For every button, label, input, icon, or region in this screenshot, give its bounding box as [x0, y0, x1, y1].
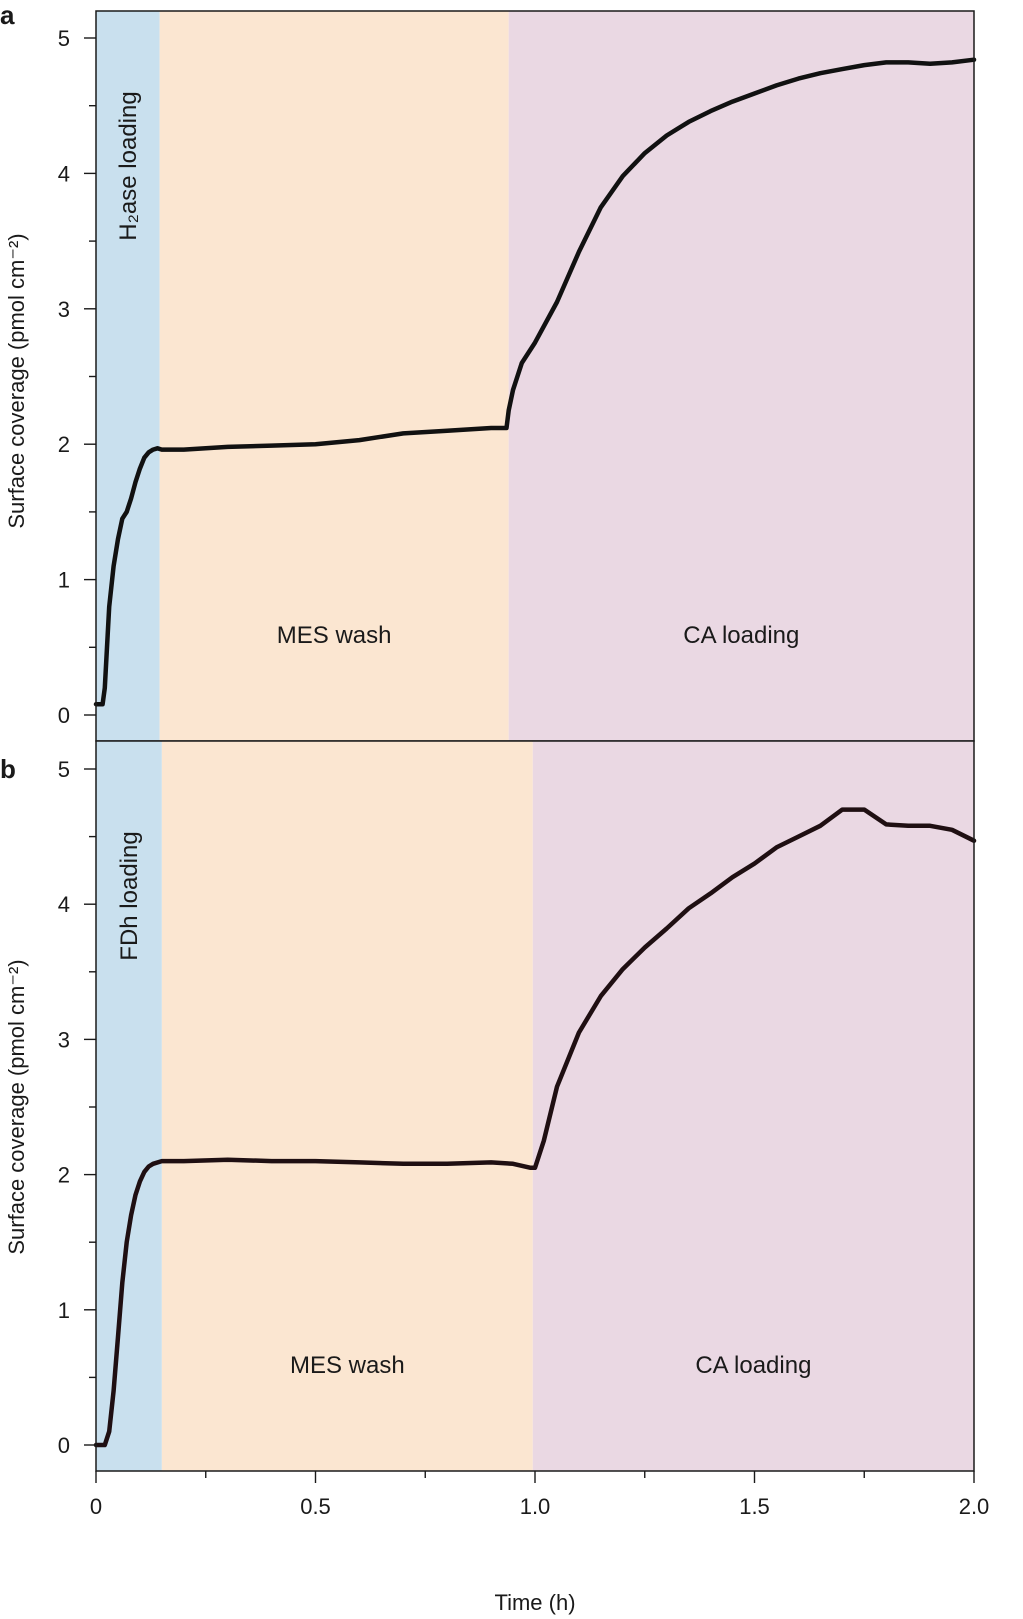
y-tick-label: 0 [58, 703, 70, 728]
y-tick-label: 5 [58, 26, 70, 51]
x-tick-label: 2.0 [959, 1494, 990, 1519]
panel-b: FDh loading MES wash CA loading 0 1 2 3 4 5 Surfa… [4, 740, 990, 1615]
y-tick-label: 0 [58, 1433, 70, 1458]
x-tick-label: 0 [90, 1494, 102, 1519]
region-1-label: FDh loading [116, 831, 143, 960]
panel-a: H₂ase loading MES wash CA loading 0 1 2 3 4 5 Sur… [4, 10, 977, 742]
y-tick-label: 2 [58, 1163, 70, 1188]
x-tick-label: 1.5 [739, 1494, 770, 1519]
y-tick-label: 3 [58, 297, 70, 322]
y-tick-label: 4 [58, 161, 70, 186]
region-2-label: MES wash [290, 1352, 405, 1379]
region-2-band [159, 11, 509, 741]
y-tick-label: 5 [58, 757, 70, 782]
y-tick-label: 2 [58, 432, 70, 457]
region-3-label: CA loading [695, 1352, 811, 1379]
region-3-band [508, 11, 974, 741]
y-tick-label: 1 [58, 568, 70, 593]
x-axis-label: Time (h) [494, 1590, 575, 1615]
y-tick-label: 4 [58, 892, 70, 917]
y-tick-label: 1 [58, 1298, 70, 1323]
region-1-label: H₂ase loading [115, 91, 142, 240]
region-2-label: MES wash [277, 622, 392, 649]
panel-letter-a: a [0, 0, 15, 30]
y-axis-label-b: Surface coverage (pmol cm⁻²) [4, 959, 29, 1254]
region-1-band [96, 741, 162, 1471]
region-3-label: CA loading [683, 622, 799, 649]
region-2-band [161, 741, 533, 1471]
data-line-panel-a [93, 57, 977, 707]
data-line-panel-b [93, 807, 977, 1448]
x-tick-label: 0.5 [300, 1494, 331, 1519]
y-tick-label: 3 [58, 1027, 70, 1052]
x-tick-label: 1.0 [520, 1494, 551, 1519]
panel-letter-b: b [0, 754, 16, 784]
y-axis-label-a: Surface coverage (pmol cm⁻²) [4, 233, 29, 528]
